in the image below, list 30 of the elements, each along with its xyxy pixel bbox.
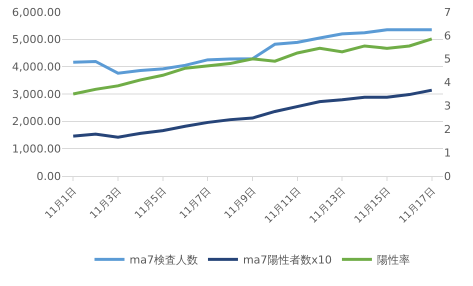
x-tick-label: 11月15日 [352, 186, 393, 226]
y-tick-label: 6,000.00 [12, 6, 61, 19]
y2-tick-label: 5 [444, 52, 451, 66]
line-series [72, 88, 434, 139]
legend-label: ma7陽性者数x10 [242, 254, 332, 267]
line-series [72, 28, 434, 75]
legend-label: ma7検査人数 [130, 254, 198, 267]
x-tick-label: 11月9日 [222, 186, 258, 222]
y-tick-label: 0.00 [36, 170, 61, 183]
y2-tick-label: 6 [444, 29, 451, 42]
y-tick-label: 3,000.00 [12, 88, 61, 101]
y-tick-label: 1,000.00 [12, 142, 61, 156]
y-tick-label: 5,000.00 [12, 33, 61, 46]
x-tick-label: 11月3日 [88, 186, 124, 222]
y2-tick-label: 2 [444, 122, 451, 136]
legend-label: 陽性率 [376, 254, 410, 267]
line-series [72, 37, 434, 96]
y2-tick-label: 3 [444, 100, 451, 113]
y-tick-label: 4,000.00 [12, 60, 61, 74]
x-tick-label: 11月13日 [308, 186, 348, 226]
y2-tick-label: 1 [444, 146, 451, 160]
x-tick-label: 11月1日 [43, 186, 79, 222]
y2-tick-label: 4 [444, 76, 451, 90]
y2-tick-label: 7 [444, 6, 451, 19]
x-tick-label: 11月11日 [263, 186, 303, 226]
y2-tick-label: 0 [444, 170, 451, 183]
x-tick-label: 11月17日 [398, 186, 438, 226]
y-tick-label: 2,000.00 [12, 115, 61, 128]
x-tick-label: 11月7日 [178, 186, 214, 222]
x-tick-label: 11月5日 [133, 186, 169, 222]
